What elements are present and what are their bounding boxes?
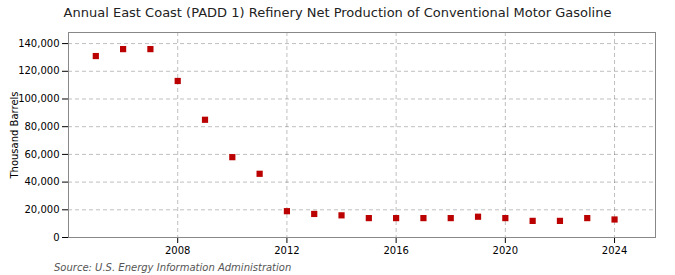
- svg-text:2008: 2008: [165, 245, 190, 256]
- html-text:Source: U.S. Energy Informatio: Source: U.S. Energy Information Administ…: [54, 262, 292, 273]
- html-text:Annual East Coast (PADD 1) Ref: Annual East Coast (PADD 1) Refinery Net …: [63, 5, 612, 20]
- svg-text:2016: 2016: [383, 245, 408, 256]
- svg-text:80,000: 80,000: [25, 121, 60, 132]
- svg-text:140,000: 140,000: [18, 38, 59, 49]
- svg-text:0: 0: [53, 232, 59, 243]
- svg-text:100,000: 100,000: [18, 93, 59, 104]
- svg-text:Thousand Barrels: Thousand Barrels: [9, 91, 20, 179]
- svg-text:2020: 2020: [493, 245, 518, 256]
- svg-text:40,000: 40,000: [25, 176, 60, 187]
- svg-text:20,000: 20,000: [25, 204, 60, 215]
- svg-text:60,000: 60,000: [25, 149, 60, 160]
- svg-text:2024: 2024: [602, 245, 627, 256]
- svg-text:120,000: 120,000: [18, 65, 59, 76]
- svg-text:2012: 2012: [274, 245, 299, 256]
